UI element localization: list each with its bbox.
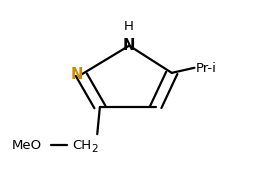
Text: CH: CH	[72, 139, 91, 152]
Text: N: N	[71, 67, 83, 82]
Text: H: H	[124, 20, 134, 33]
Text: Pr-i: Pr-i	[196, 62, 217, 75]
Text: N: N	[123, 38, 135, 53]
Text: MeO: MeO	[12, 139, 42, 152]
Text: 2: 2	[91, 144, 98, 154]
